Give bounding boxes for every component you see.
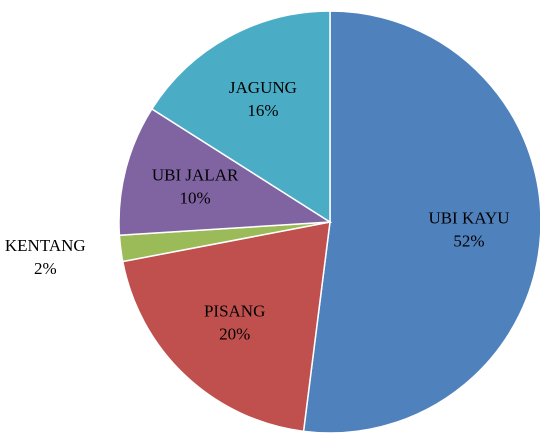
slice-label: JAGUNG — [229, 78, 297, 97]
pie-slice — [118, 107, 333, 237]
slice-value-label: 10% — [180, 188, 211, 207]
slice-value-label: 16% — [247, 101, 278, 120]
slice-label: UBI JALAR — [152, 165, 239, 184]
slice-value-label: 2% — [34, 259, 57, 278]
slice-label: UBI KAYU — [428, 209, 509, 228]
pie-slice — [121, 221, 331, 433]
slice-value-label: 20% — [219, 324, 250, 343]
slice-label: KENTANG — [5, 236, 86, 255]
slice-label: PISANG — [204, 301, 265, 320]
pie-slice — [150, 10, 331, 224]
slice-value-label: 52% — [453, 232, 484, 251]
pie-slice — [302, 10, 540, 434]
